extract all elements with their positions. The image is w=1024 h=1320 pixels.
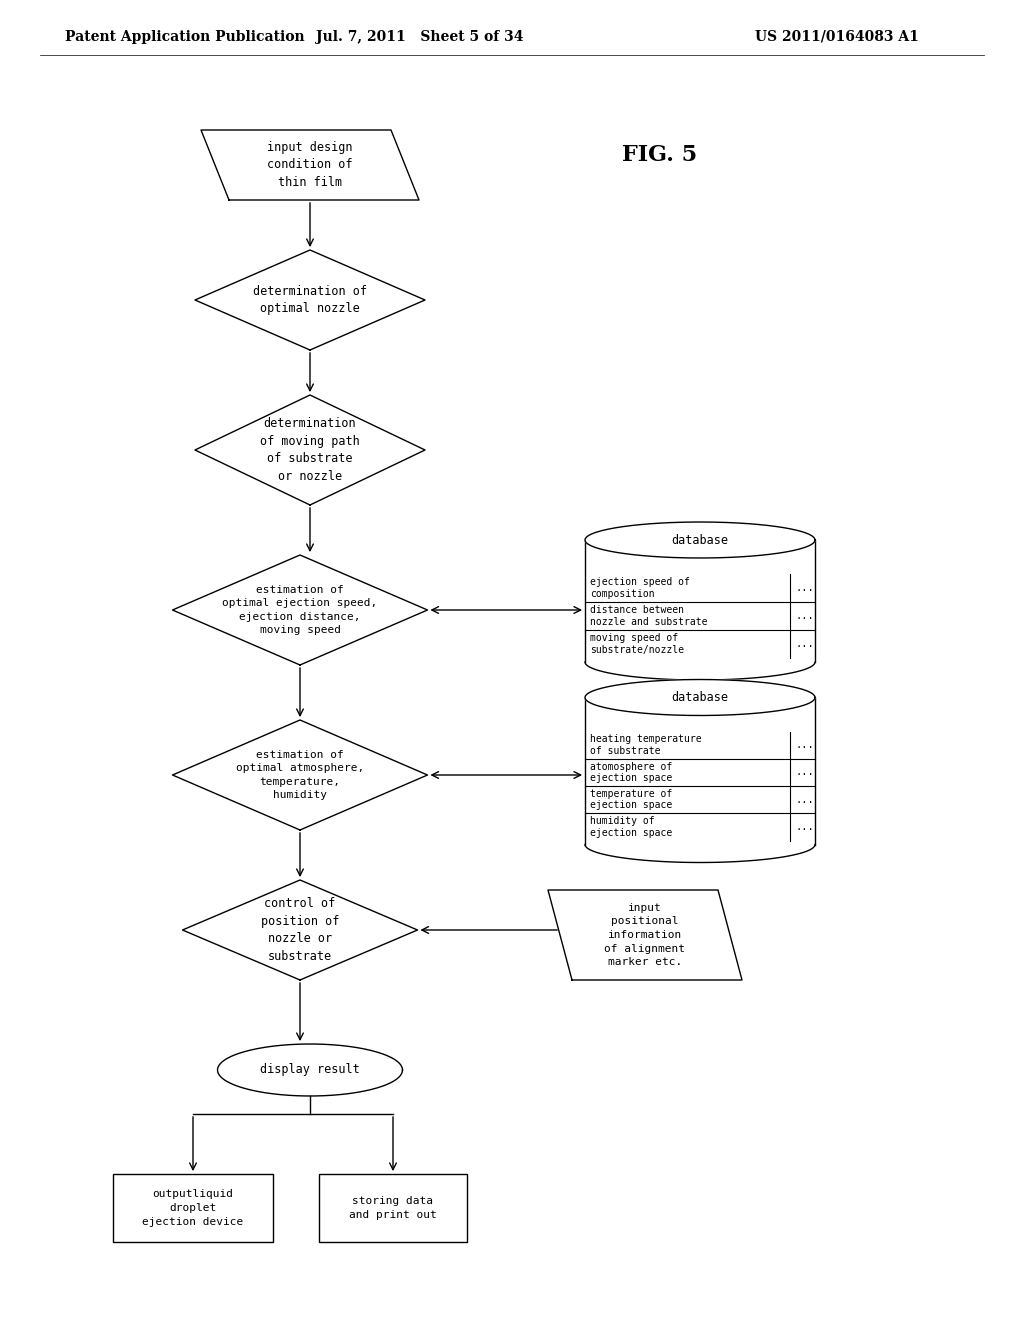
- Polygon shape: [548, 890, 742, 979]
- Text: database: database: [672, 690, 728, 704]
- Polygon shape: [182, 880, 418, 979]
- Text: ...: ...: [796, 639, 815, 649]
- Bar: [585, 521, 815, 680]
- Polygon shape: [201, 129, 419, 201]
- Polygon shape: [585, 680, 815, 715]
- Text: moving speed of
substrate/nozzle: moving speed of substrate/nozzle: [590, 634, 684, 655]
- Polygon shape: [195, 249, 425, 350]
- Text: FIG. 5: FIG. 5: [623, 144, 697, 166]
- Text: atomosphere of
ejection space: atomosphere of ejection space: [590, 762, 672, 783]
- Text: estimation of
optimal atmosphere,
temperature,
humidity: estimation of optimal atmosphere, temper…: [236, 750, 365, 800]
- Text: determination of
optimal nozzle: determination of optimal nozzle: [253, 285, 367, 315]
- Bar: [319, 1173, 467, 1242]
- Text: input
positional
information
of alignment
marker etc.: input positional information of alignmen…: [604, 903, 685, 968]
- Text: ...: ...: [796, 741, 815, 750]
- Text: heating temperature
of substrate: heating temperature of substrate: [590, 734, 701, 756]
- Bar: [585, 680, 815, 862]
- Text: ...: ...: [796, 611, 815, 620]
- Polygon shape: [217, 1044, 402, 1096]
- Polygon shape: [172, 554, 427, 665]
- Text: display result: display result: [260, 1064, 359, 1077]
- Text: temperature of
ejection space: temperature of ejection space: [590, 789, 672, 810]
- Text: input design
condition of
thin film: input design condition of thin film: [267, 141, 352, 189]
- Text: determination
of moving path
of substrate
or nozzle: determination of moving path of substrat…: [260, 417, 359, 483]
- Text: ...: ...: [796, 767, 815, 777]
- Text: estimation of
optimal ejection speed,
ejection distance,
moving speed: estimation of optimal ejection speed, ej…: [222, 585, 378, 635]
- Text: control of
position of
nozzle or
substrate: control of position of nozzle or substra…: [261, 898, 339, 962]
- Text: database: database: [672, 533, 728, 546]
- Text: ...: ...: [796, 583, 815, 593]
- Text: humidity of
ejection space: humidity of ejection space: [590, 816, 672, 838]
- Text: storing data
and print out: storing data and print out: [349, 1196, 437, 1220]
- Text: ejection speed of
composition: ejection speed of composition: [590, 577, 690, 599]
- Text: outputliquid
droplet
ejection device: outputliquid droplet ejection device: [142, 1189, 244, 1226]
- Text: Jul. 7, 2011   Sheet 5 of 34: Jul. 7, 2011 Sheet 5 of 34: [316, 30, 523, 44]
- Text: distance between
nozzle and substrate: distance between nozzle and substrate: [590, 605, 708, 627]
- Bar: [113, 1173, 273, 1242]
- Text: US 2011/0164083 A1: US 2011/0164083 A1: [755, 30, 919, 44]
- Polygon shape: [585, 521, 815, 558]
- Text: ...: ...: [796, 822, 815, 832]
- Text: Patent Application Publication: Patent Application Publication: [65, 30, 304, 44]
- Polygon shape: [195, 395, 425, 506]
- Text: ...: ...: [796, 795, 815, 805]
- Polygon shape: [172, 719, 427, 830]
